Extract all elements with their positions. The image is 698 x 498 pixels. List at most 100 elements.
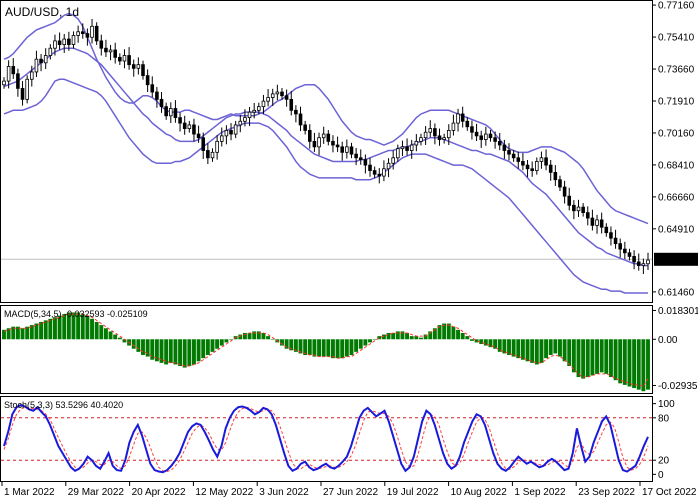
macd-bar	[117, 337, 122, 340]
candle-body	[409, 144, 414, 151]
time-tick-label: 23 Sep 2022	[578, 487, 635, 498]
candle-body	[118, 56, 122, 62]
candle-body	[16, 73, 20, 89]
candle-body	[558, 179, 562, 188]
macd-bar	[558, 339, 562, 357]
candle	[391, 150, 395, 170]
candle	[525, 159, 530, 178]
candle	[590, 209, 595, 231]
macd-bar	[289, 339, 294, 351]
candle-body	[155, 91, 159, 100]
macd-bar	[256, 331, 261, 340]
candle-body	[335, 144, 340, 148]
macd-bar	[363, 339, 368, 346]
macd-bar	[516, 339, 521, 359]
candle	[641, 258, 646, 274]
candle	[131, 59, 136, 77]
macd-bar	[618, 339, 623, 384]
candle-body	[238, 120, 243, 126]
candle-body	[553, 172, 558, 181]
candle-body	[535, 161, 539, 171]
candle-body	[104, 47, 108, 53]
candle-body	[419, 137, 423, 142]
candle-body	[516, 157, 521, 162]
candle	[298, 106, 303, 132]
macd-bar	[293, 339, 298, 352]
candle-body	[442, 137, 446, 140]
bollinger-middle-line	[3, 47, 648, 267]
candle-body	[270, 93, 275, 98]
candle	[511, 150, 516, 162]
candle	[493, 131, 497, 149]
candle-body	[627, 252, 632, 257]
candle	[34, 50, 39, 78]
candle-body	[192, 124, 196, 135]
candle	[321, 126, 326, 144]
candle	[136, 57, 141, 75]
candle-body	[62, 38, 67, 45]
macd-bar	[627, 339, 632, 387]
macd-bar	[48, 318, 53, 340]
candle-body	[219, 135, 224, 142]
macd-bar	[261, 332, 266, 340]
macd-bar	[76, 312, 81, 340]
macd-bar	[641, 339, 646, 392]
macd-bar	[391, 332, 396, 340]
macd-bar	[608, 339, 613, 378]
candle-body	[599, 219, 604, 228]
candle	[599, 212, 604, 234]
macd-bar	[419, 337, 423, 340]
time-tick-label: 20 Apr 2022	[132, 487, 186, 498]
candle-body	[131, 64, 136, 69]
macd-bar	[456, 329, 460, 340]
macd-bar	[525, 339, 530, 362]
time-tick-label: 19 Jul 2022	[387, 487, 439, 498]
candle-body	[548, 164, 553, 173]
candle	[25, 75, 29, 104]
candle	[229, 123, 233, 141]
candle-body	[317, 137, 321, 148]
candle-body	[530, 168, 534, 171]
candle-body	[210, 151, 215, 159]
candle	[358, 149, 363, 165]
candle	[623, 241, 627, 259]
candle	[206, 143, 210, 165]
price-tick-label: 0.64910	[658, 224, 695, 235]
macd-bar	[312, 339, 317, 357]
candle	[20, 81, 25, 106]
candle-body	[53, 40, 57, 49]
macd-bar	[215, 339, 220, 349]
macd-bar	[562, 339, 567, 362]
candle	[460, 106, 465, 128]
candle-body	[572, 204, 576, 212]
candle	[368, 157, 372, 177]
candle-body	[243, 117, 247, 122]
candle-body	[493, 137, 497, 142]
candle-body	[43, 55, 48, 64]
candle	[576, 199, 581, 217]
macd-bar	[534, 339, 539, 365]
candle-body	[502, 144, 507, 151]
macd-bar	[57, 315, 62, 340]
candle-body	[400, 146, 405, 150]
macd-bar	[331, 339, 335, 359]
macd-bar	[6, 328, 11, 340]
current-price-tag-bg	[654, 252, 698, 266]
macd-bar	[507, 339, 511, 356]
candle	[340, 141, 345, 161]
candle-body	[623, 248, 627, 254]
macd-bar	[368, 339, 372, 343]
macd-bar	[141, 339, 145, 356]
macd-bar	[502, 339, 507, 354]
macd-bar	[113, 334, 118, 340]
macd-bar	[585, 339, 590, 378]
candle-body	[456, 113, 460, 124]
candle	[261, 94, 266, 114]
candle	[243, 109, 247, 127]
candle-body	[446, 130, 451, 139]
candle-body	[562, 186, 567, 197]
macd-bar	[428, 331, 433, 340]
candle-body	[233, 124, 238, 135]
candle-body	[484, 133, 488, 140]
bollinger-bands	[3, 12, 649, 294]
